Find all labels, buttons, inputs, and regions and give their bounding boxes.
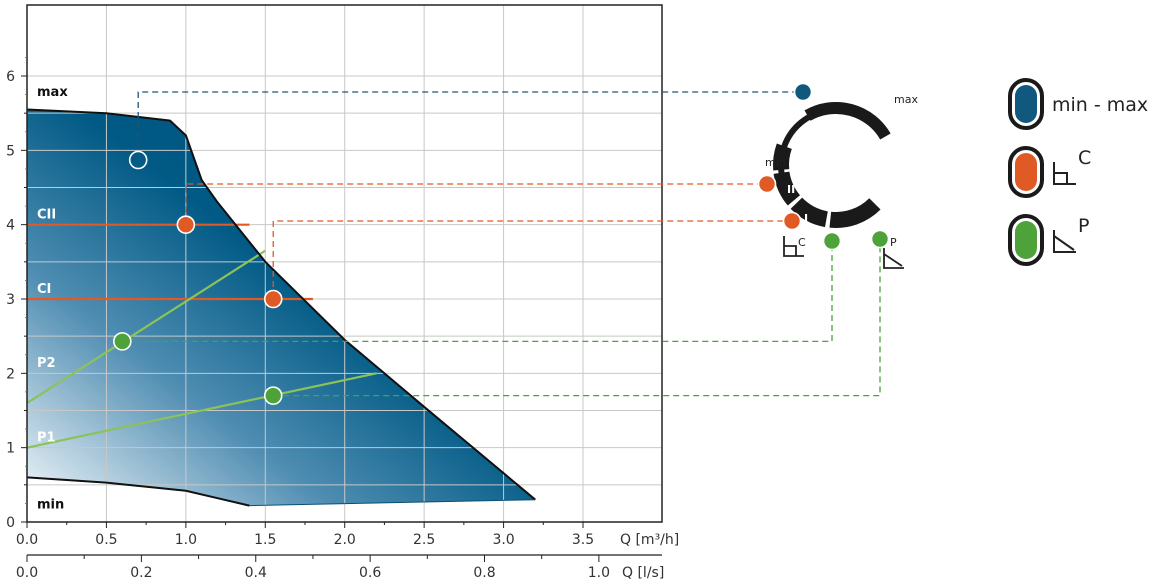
connector-max bbox=[137, 91, 803, 148]
dial-label-ii: II bbox=[787, 183, 795, 196]
x2-tick-label: 0.8 bbox=[473, 565, 495, 581]
chart-axes: 0 1 2 3 4 5 6 0.0 0.5 1.0 1.5 2.0 2.5 3.0 3.5 Q [m³/h] 0… bbox=[6, 4, 679, 581]
dial-label-max: max bbox=[894, 93, 918, 106]
operating-point-p1 bbox=[263, 386, 283, 405]
y-tick-label: 1 bbox=[6, 441, 15, 457]
x-primary-axis-label: Q [m³/h] bbox=[620, 532, 679, 548]
dial-segment-constant-ii bbox=[773, 143, 792, 171]
constant-pressure-glyph bbox=[783, 236, 804, 257]
dial-point-max bbox=[793, 82, 813, 102]
operating-area-fill bbox=[27, 109, 536, 506]
y-tick-label: 3 bbox=[6, 292, 15, 308]
x-tick-label: 3.0 bbox=[492, 532, 514, 548]
constant-pressure-icon bbox=[1053, 162, 1076, 185]
x2-tick-label: 1.0 bbox=[588, 565, 610, 581]
dial-label-1: 1 bbox=[880, 218, 888, 231]
operating-point-cii bbox=[176, 215, 196, 234]
x2-tick-label: 0.6 bbox=[359, 565, 381, 581]
x-tick-label: 2.0 bbox=[334, 532, 356, 548]
proportional-pressure-icon: P bbox=[883, 236, 904, 269]
x-tick-label: 0.5 bbox=[95, 532, 117, 548]
x-tick-label: 1.5 bbox=[254, 532, 276, 548]
legend-item: min - max bbox=[1008, 78, 1148, 130]
y-tick-label: 4 bbox=[6, 218, 15, 234]
legend-swatch bbox=[1015, 221, 1037, 259]
x2-tick-label: 0.0 bbox=[16, 565, 38, 581]
legend-outline bbox=[1008, 214, 1044, 266]
curve-label-ci: CI bbox=[37, 282, 51, 297]
x-tick-label: 2.5 bbox=[413, 532, 435, 548]
bottom-edge bbox=[249, 499, 536, 507]
x-secondary-axis-label: Q [l/s] bbox=[622, 565, 664, 581]
y-tick-label: 6 bbox=[6, 69, 15, 85]
dial-point-p2 bbox=[822, 231, 842, 251]
legend-outline bbox=[1008, 146, 1044, 198]
connector-p1 bbox=[273, 239, 881, 397]
legend-label: C bbox=[1078, 147, 1091, 169]
connector-cii bbox=[185, 183, 767, 213]
y-tick-label: 5 bbox=[6, 143, 15, 159]
curve-label-p2: P2 bbox=[37, 356, 56, 371]
proportional-line-p1 bbox=[26, 372, 377, 449]
dial-segment-proportional-1 bbox=[829, 197, 881, 228]
dial-segment-constant-i bbox=[773, 171, 801, 206]
legend-label: min - max bbox=[1052, 94, 1148, 116]
dial-point-p1 bbox=[870, 229, 890, 249]
legend-outline bbox=[1008, 78, 1044, 130]
legend-swatch bbox=[1015, 153, 1037, 191]
constant-pressure-icon: C bbox=[783, 236, 806, 257]
operating-point-p2 bbox=[113, 332, 132, 351]
proportional-symbol-label: P bbox=[890, 236, 897, 249]
dial-range-arc bbox=[778, 107, 867, 178]
constant-symbol-label: C bbox=[798, 236, 806, 249]
dial-point-ci bbox=[782, 211, 802, 231]
constant-pressure-glyph bbox=[1053, 162, 1076, 185]
dial-label-i: I bbox=[804, 212, 808, 225]
proportional-line-p2 bbox=[26, 249, 266, 404]
curve-label-min: min bbox=[37, 497, 64, 512]
legend-swatch bbox=[1015, 85, 1037, 123]
connector-ci bbox=[272, 220, 792, 287]
x-tick-label: 1.0 bbox=[175, 532, 197, 548]
legend-item: P bbox=[1008, 214, 1089, 266]
legend: min - max C P bbox=[1008, 78, 1148, 266]
curve-labels: max CII CI P2 P1 min bbox=[37, 85, 68, 513]
dial-segment-proportional-2 bbox=[790, 197, 829, 228]
operating-point-max bbox=[128, 150, 148, 170]
curve-label-p1: P1 bbox=[37, 431, 56, 446]
curve-label-cii: CII bbox=[37, 208, 56, 223]
dial-point-cii bbox=[757, 174, 777, 194]
x-tick-label: 3.5 bbox=[572, 532, 594, 548]
dial-connectors bbox=[122, 91, 881, 397]
x-tick-label: 0.0 bbox=[16, 532, 38, 548]
curve-label-max: max bbox=[37, 85, 68, 100]
proportional-pressure-glyph bbox=[1053, 230, 1076, 253]
operating-points bbox=[113, 150, 283, 405]
proportional-pressure-glyph bbox=[883, 248, 904, 269]
operating-area bbox=[27, 109, 536, 506]
min-curve bbox=[26, 476, 250, 507]
proportional-pressure-icon bbox=[1053, 230, 1076, 253]
dial-label-2: 2 bbox=[845, 230, 853, 243]
dial-label-min: min bbox=[765, 156, 786, 169]
x2-tick-label: 0.4 bbox=[245, 565, 267, 581]
dial-range-arc-thick bbox=[804, 101, 891, 140]
legend-label: P bbox=[1078, 215, 1089, 237]
performance-chart: 0 1 2 3 4 5 6 0.0 0.5 1.0 1.5 2.0 2.5 3.0 3.5 Q [m³/h] 0… bbox=[6, 4, 881, 581]
x2-tick-label: 0.2 bbox=[130, 565, 152, 581]
operating-point-ci bbox=[263, 289, 283, 309]
legend-item: C bbox=[1008, 146, 1091, 198]
y-tick-label: 0 bbox=[6, 515, 15, 531]
y-tick-label: 2 bbox=[6, 366, 15, 382]
